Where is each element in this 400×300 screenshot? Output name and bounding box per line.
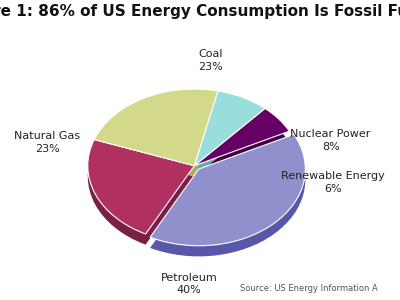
- Wedge shape: [150, 145, 305, 256]
- Title: Figure 1: 86% of US Energy Consumption Is Fossil Fuels: Figure 1: 86% of US Energy Consumption I…: [0, 4, 400, 19]
- Text: 6%: 6%: [324, 184, 342, 194]
- Text: 40%: 40%: [176, 285, 201, 296]
- Text: Renewable Energy: Renewable Energy: [281, 171, 385, 182]
- Text: Coal: Coal: [198, 49, 222, 59]
- Wedge shape: [94, 89, 218, 166]
- Wedge shape: [194, 91, 265, 166]
- Text: Petroleum: Petroleum: [160, 273, 217, 283]
- Text: 23%: 23%: [198, 62, 223, 72]
- Wedge shape: [194, 108, 289, 166]
- Wedge shape: [194, 102, 265, 176]
- Text: 8%: 8%: [322, 142, 340, 152]
- Text: Source: US Energy Information A: Source: US Energy Information A: [240, 284, 378, 293]
- Wedge shape: [150, 134, 305, 246]
- Wedge shape: [94, 100, 218, 176]
- Text: 23%: 23%: [35, 144, 60, 154]
- Text: Natural Gas: Natural Gas: [14, 131, 80, 141]
- Wedge shape: [194, 119, 289, 176]
- Wedge shape: [88, 150, 194, 244]
- Text: Nuclear Power: Nuclear Power: [290, 129, 371, 139]
- Wedge shape: [88, 140, 194, 234]
